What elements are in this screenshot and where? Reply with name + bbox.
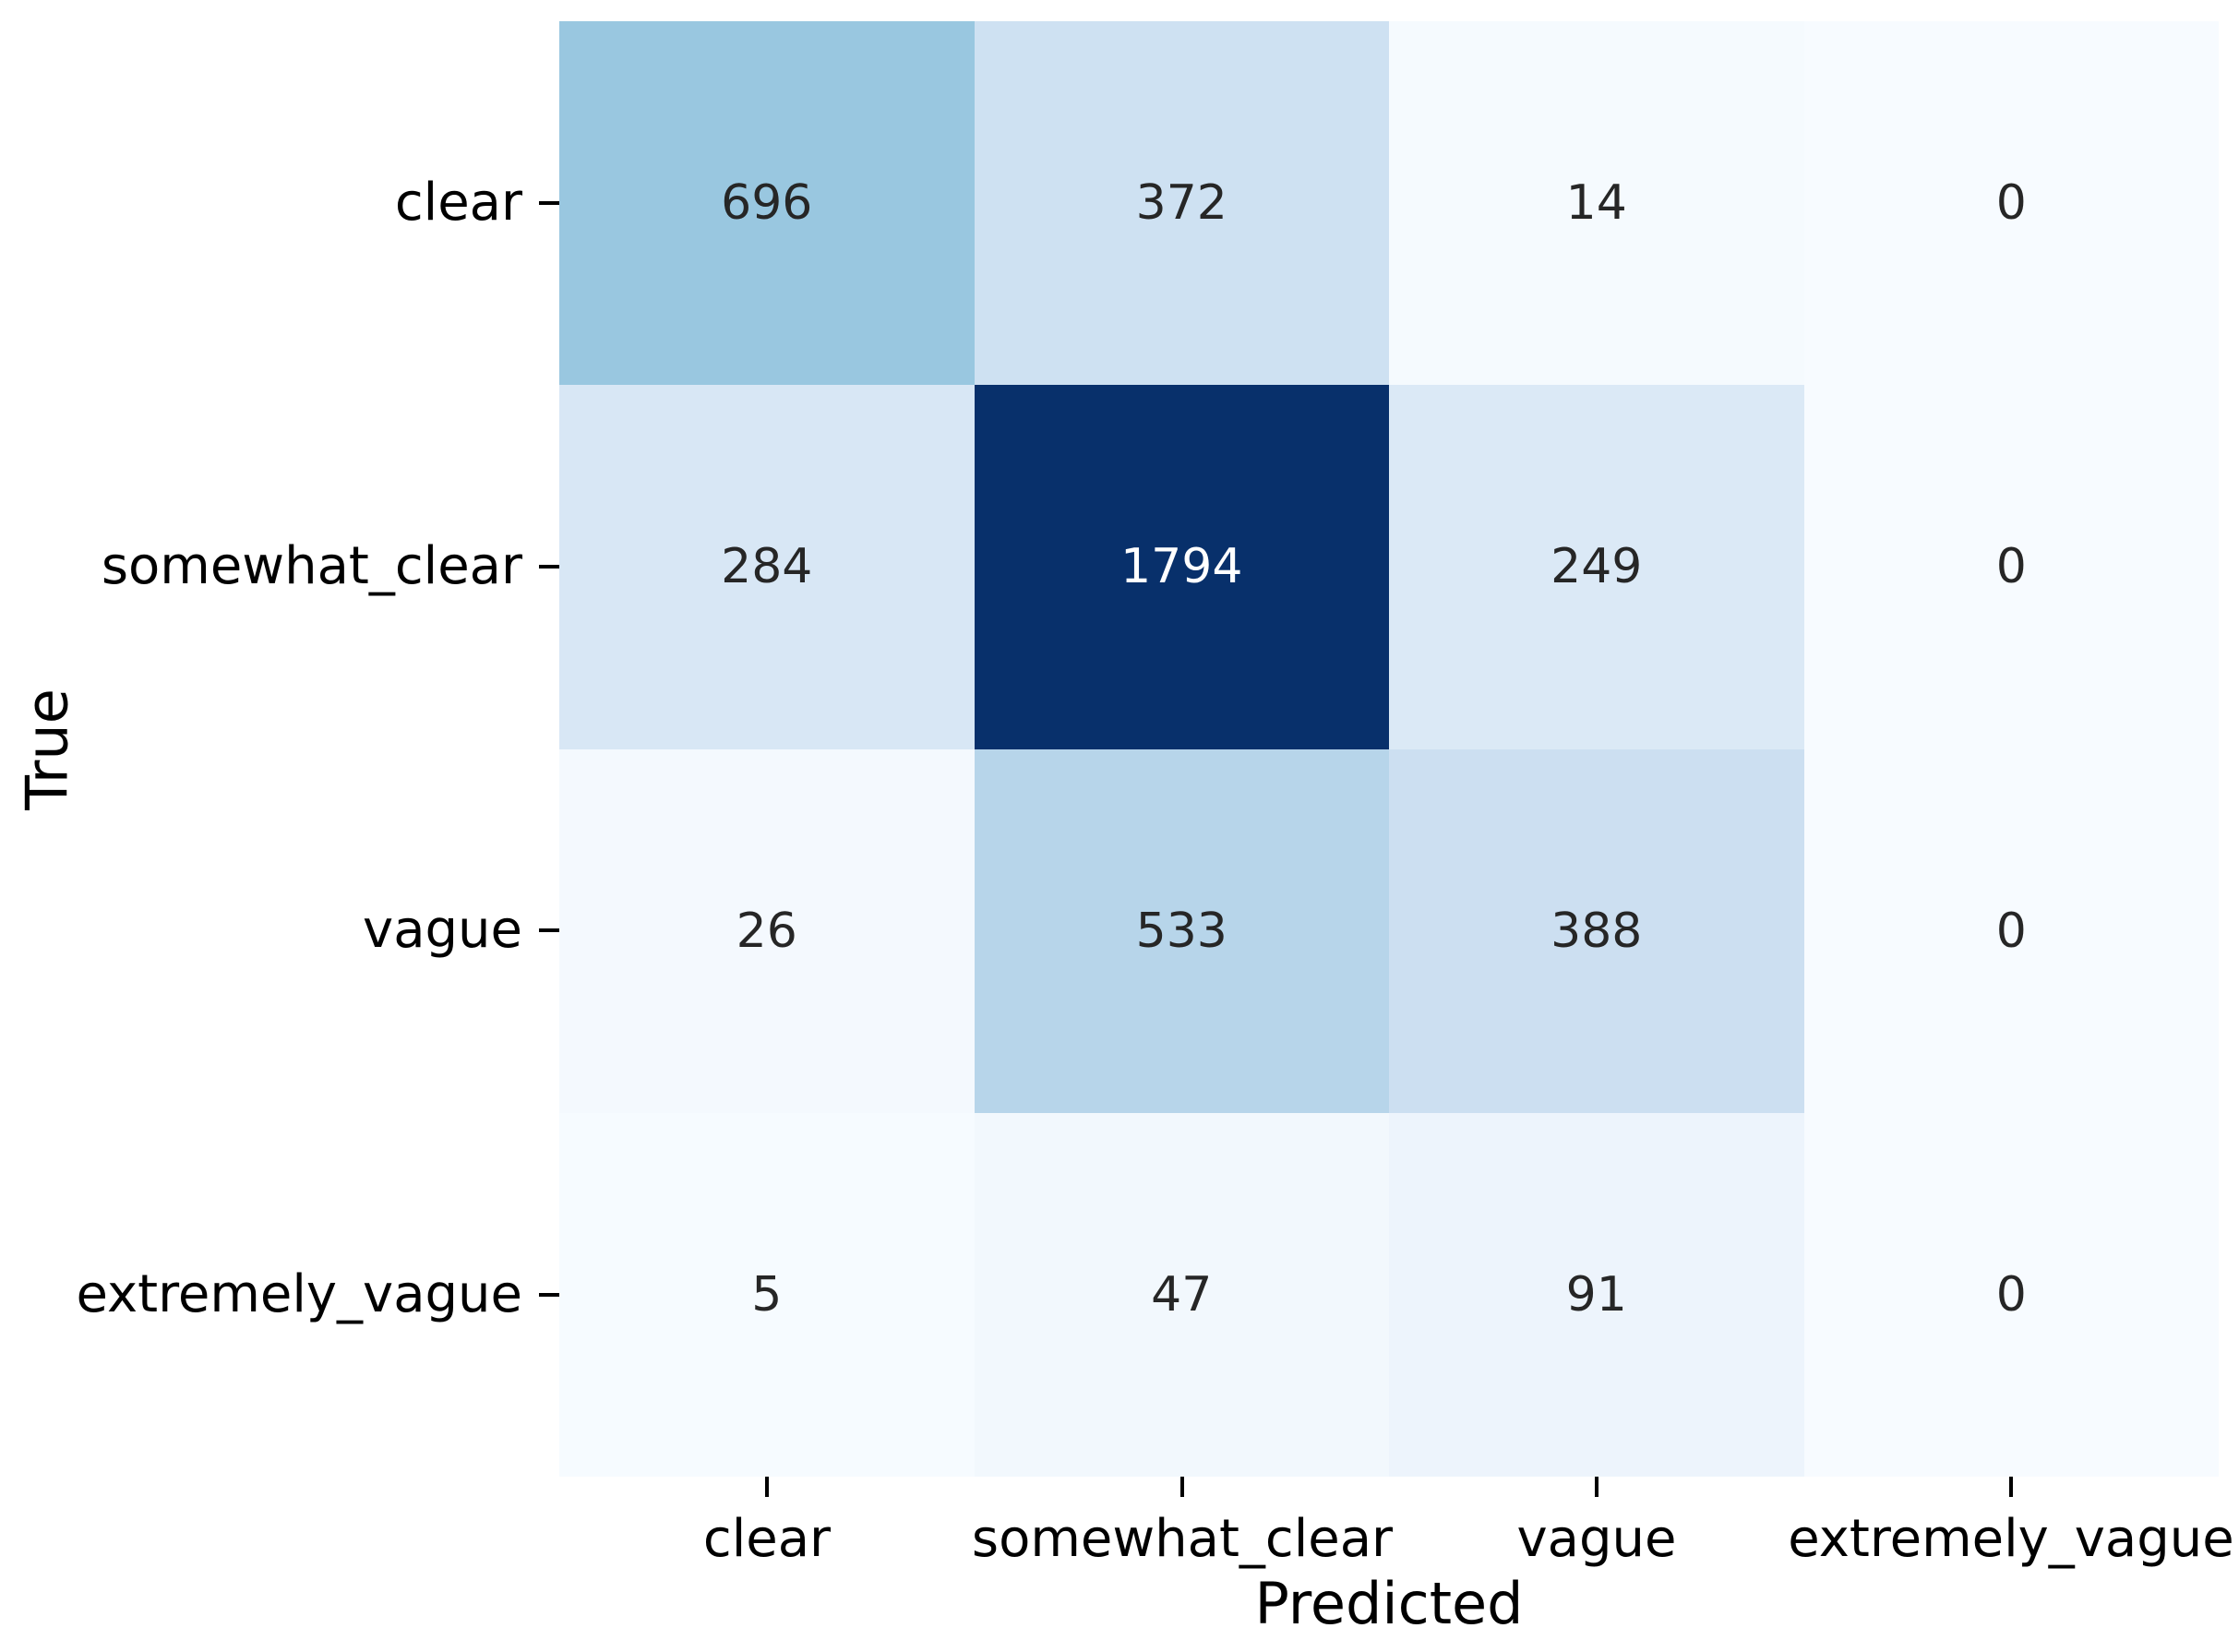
x-tick-mark <box>765 1477 769 1497</box>
y-tick-label: clear <box>394 173 522 233</box>
cell-value: 249 <box>1551 539 1643 595</box>
matrix-cell: 0 <box>1803 385 2219 749</box>
y-tick-mark <box>539 1293 559 1297</box>
x-tick-label: somewhat_clear <box>971 1509 1394 1569</box>
cell-value: 0 <box>1995 1266 2027 1323</box>
cell-value: 0 <box>1995 175 2027 232</box>
x-tick-label: vague <box>1516 1509 1677 1569</box>
cell-value: 1794 <box>1120 539 1243 595</box>
cell-value: 91 <box>1565 1266 1627 1323</box>
matrix-cell: 0 <box>1803 748 2219 1113</box>
y-tick-mark <box>539 201 559 205</box>
cell-value: 388 <box>1551 903 1643 959</box>
matrix-cell: 47 <box>974 1112 1389 1477</box>
x-tick-mark <box>2009 1477 2013 1497</box>
x-tick-mark <box>1180 1477 1184 1497</box>
y-tick-mark <box>539 928 559 932</box>
x-tick-mark <box>1595 1477 1598 1497</box>
cell-value: 26 <box>736 903 797 959</box>
matrix-cell: 388 <box>1389 748 1804 1113</box>
cell-value: 372 <box>1135 175 1227 232</box>
matrix-cell: 372 <box>974 21 1389 386</box>
cell-value: 533 <box>1135 903 1227 959</box>
x-tick-label: clear <box>702 1509 832 1569</box>
x-tick-label: extremely_vague <box>1788 1509 2234 1569</box>
y-tick-label: extremely_vague <box>76 1264 522 1324</box>
cell-value: 14 <box>1565 175 1627 232</box>
matrix-cell: 0 <box>1803 1112 2219 1477</box>
cell-value: 696 <box>721 175 813 232</box>
y-axis-title: True <box>13 688 81 810</box>
cell-value: 0 <box>1995 539 2027 595</box>
matrix-cell: 284 <box>559 385 975 749</box>
matrix-cell: 14 <box>1389 21 1804 386</box>
matrix-cell: 533 <box>974 748 1389 1113</box>
matrix-cell: 249 <box>1389 385 1804 749</box>
matrix-cell: 1794 <box>974 385 1389 749</box>
cell-value: 47 <box>1151 1266 1213 1323</box>
cell-value: 284 <box>721 539 813 595</box>
matrix-cell: 696 <box>559 21 975 386</box>
matrix-cell: 26 <box>559 748 975 1113</box>
y-tick-mark <box>539 565 559 569</box>
heatmap-grid: 696 372 14 0 284 1794 249 0 26 533 388 0… <box>559 21 2219 1477</box>
matrix-cell: 91 <box>1389 1112 1804 1477</box>
matrix-cell: 5 <box>559 1112 975 1477</box>
y-tick-label: vague <box>363 900 522 960</box>
cell-value: 0 <box>1995 903 2027 959</box>
x-axis-title: Predicted <box>1254 1570 1524 1637</box>
cell-value: 5 <box>751 1266 783 1323</box>
matrix-cell: 0 <box>1803 21 2219 386</box>
y-tick-label: somewhat_clear <box>101 536 522 596</box>
